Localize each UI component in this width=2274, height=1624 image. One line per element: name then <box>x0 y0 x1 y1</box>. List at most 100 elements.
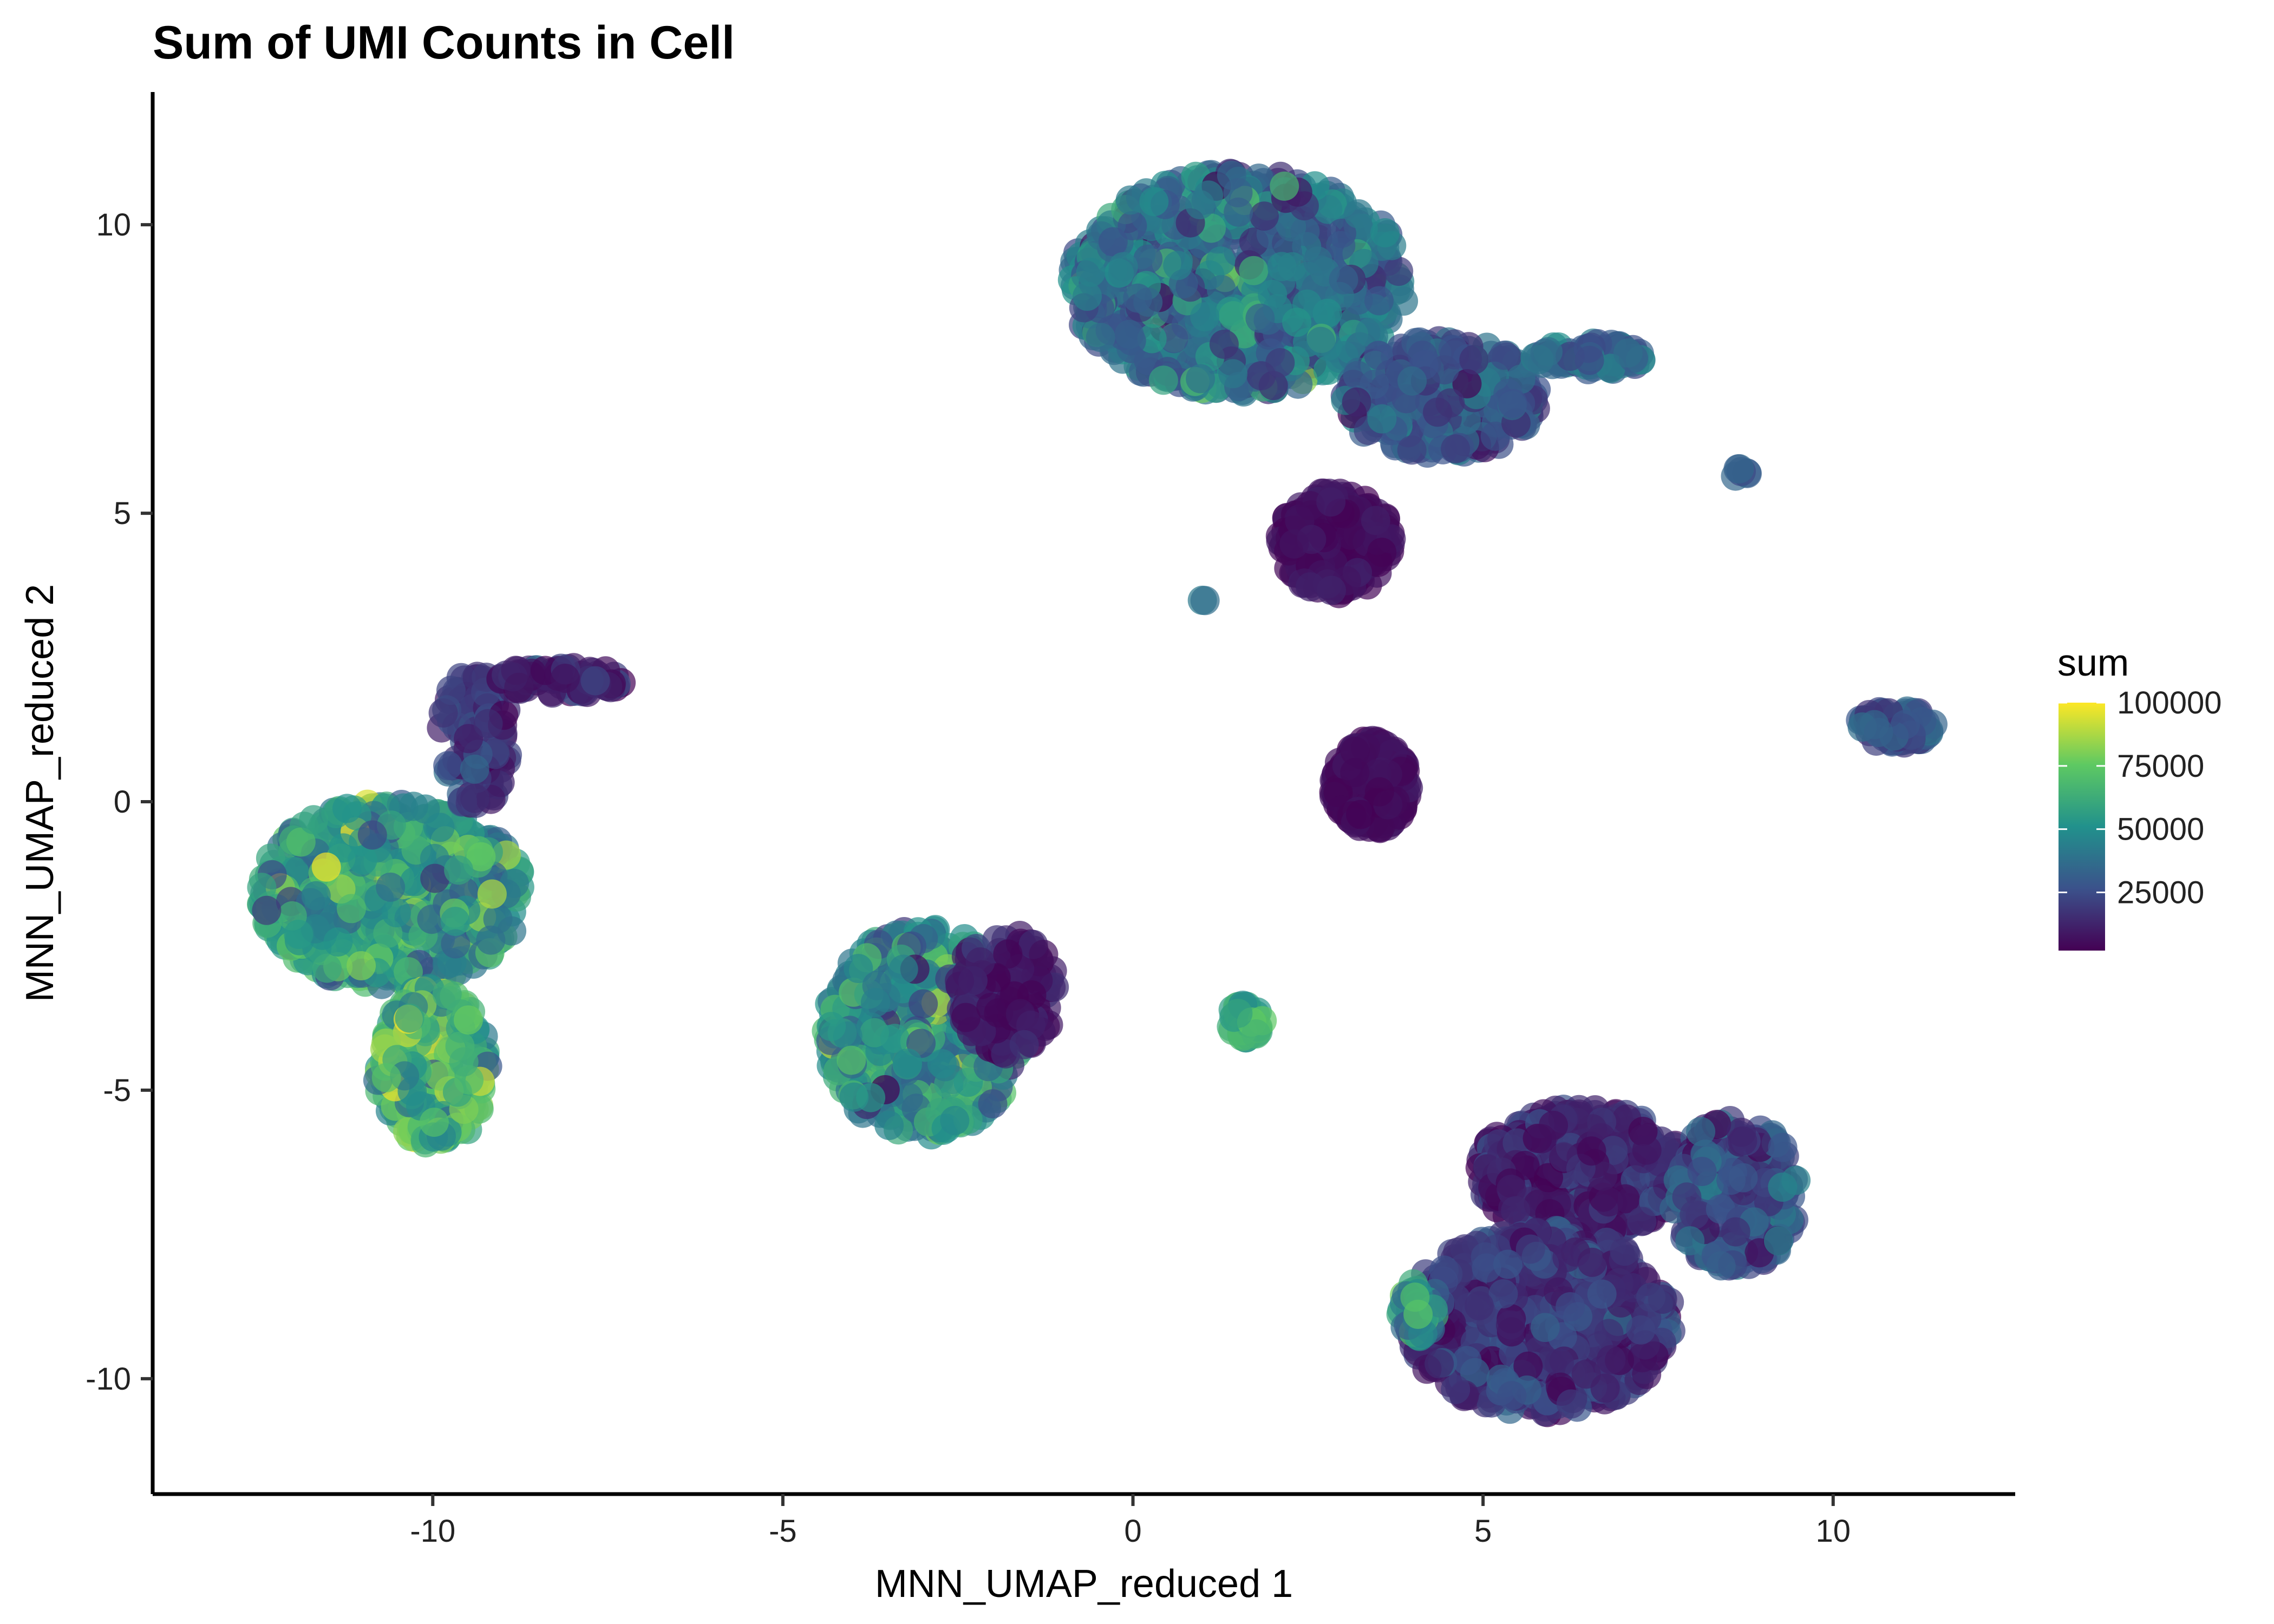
scatter-point <box>433 751 463 781</box>
scatter-point <box>1295 572 1325 602</box>
scatter-point <box>1763 1226 1793 1256</box>
scatter-point <box>927 1049 957 1078</box>
scatter-point <box>371 1063 401 1092</box>
scatter-point <box>1209 329 1239 359</box>
scatter-point <box>1265 348 1295 377</box>
scatter-point <box>1367 538 1397 567</box>
scatter-point <box>1086 323 1115 352</box>
scatter-point <box>1185 190 1215 219</box>
scatter-point <box>417 905 447 934</box>
scatter-point <box>347 951 376 980</box>
scatter-point <box>816 1012 846 1042</box>
scatter-point <box>1139 187 1169 217</box>
scatter-point <box>337 894 366 924</box>
scatter-point <box>1133 244 1163 274</box>
scatter-point <box>436 676 466 705</box>
scatter-point <box>978 1089 1008 1119</box>
scatter-point <box>473 709 503 738</box>
scatter-point <box>1781 1165 1811 1195</box>
scatter-point <box>1632 1135 1662 1165</box>
scatter-point <box>432 979 462 1009</box>
scatter-point <box>1303 246 1332 276</box>
scatter-point <box>1384 257 1414 286</box>
scatter-point <box>1721 1217 1750 1247</box>
scatter-point <box>1397 366 1427 396</box>
scatter-point <box>550 664 580 693</box>
scatter-point <box>940 1105 970 1135</box>
scatter-point <box>1864 718 1893 747</box>
scatter-point <box>1672 1182 1702 1212</box>
scatter-point <box>976 993 1006 1022</box>
scatter-point <box>580 666 610 696</box>
scatter-point <box>951 1003 981 1032</box>
scatter-point <box>1723 454 1753 484</box>
scatter-point <box>425 813 455 842</box>
scatter-point <box>440 907 470 937</box>
scatter-point <box>332 794 362 823</box>
scatter-point <box>1344 199 1374 228</box>
scatter-point <box>965 947 995 977</box>
scatter-point <box>252 895 282 925</box>
scatter-point <box>419 1108 449 1137</box>
scatter-point <box>398 791 428 821</box>
scatter-point <box>1675 1226 1705 1256</box>
scatter-point <box>1539 1110 1569 1140</box>
scatter-point <box>323 927 353 957</box>
scatter-point <box>1282 307 1311 337</box>
scatter-point <box>449 1047 479 1077</box>
scatter-point <box>477 879 507 909</box>
scatter-point <box>1148 365 1178 395</box>
scatter-point <box>1123 283 1153 313</box>
scatter-point <box>1435 388 1465 418</box>
scatter-point <box>1245 303 1275 333</box>
scatter-point <box>893 1048 923 1078</box>
scatter-point <box>1329 265 1358 294</box>
scatter-point <box>1498 389 1527 418</box>
chart-title: Sum of UMI Counts in Cell <box>153 17 735 69</box>
scatter-point <box>1768 1132 1798 1162</box>
scatter-point <box>284 920 313 949</box>
scatter-point <box>1340 758 1370 787</box>
scatter-point <box>476 925 506 955</box>
scatter-point <box>1190 302 1220 332</box>
scatter-point <box>1249 201 1279 231</box>
scatter-point <box>1489 340 1519 370</box>
scatter-point <box>837 1045 866 1075</box>
scatter-point <box>1108 252 1138 281</box>
scatter-point <box>460 783 490 813</box>
scatter-point <box>888 954 918 984</box>
scatter-point <box>311 852 341 882</box>
scatter-point <box>299 805 329 835</box>
scatter-point <box>376 872 406 902</box>
scatter-point <box>1501 1196 1531 1226</box>
scatter-point <box>466 842 496 872</box>
scatter-point <box>1190 586 1220 615</box>
scatter-points <box>247 159 1948 1427</box>
scatter-point <box>286 827 316 857</box>
scatter-point <box>1009 1030 1039 1059</box>
scatter-point <box>395 1003 424 1033</box>
scatter-point <box>1728 1163 1758 1193</box>
scatter-point <box>1459 345 1489 375</box>
scatter-point <box>1223 999 1253 1028</box>
scatter-point <box>1342 387 1371 417</box>
scatter-point <box>1277 252 1307 281</box>
scatter-point <box>1098 227 1128 257</box>
scatter-point <box>1367 404 1397 434</box>
scatter-point <box>856 1083 886 1112</box>
scatter-point <box>1346 800 1376 829</box>
scatter-point <box>945 966 975 996</box>
scatter-point <box>1574 345 1604 375</box>
scatter-point <box>1728 1126 1757 1156</box>
scatter-point <box>1270 171 1299 201</box>
scatter-point <box>1370 218 1400 247</box>
scatter-point <box>301 881 331 911</box>
scatter-point <box>1577 1136 1606 1166</box>
scatter-point <box>428 698 458 728</box>
scatter-point <box>460 754 489 784</box>
scatter-point <box>504 672 534 702</box>
scatter-point <box>1073 281 1102 311</box>
scatter-point <box>357 820 387 850</box>
scatter-point <box>1186 364 1216 394</box>
